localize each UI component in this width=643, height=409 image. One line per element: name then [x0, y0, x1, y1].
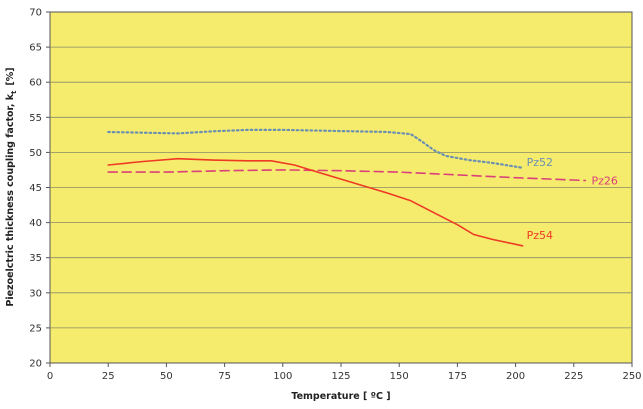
- y-axis-title-subscript: t: [10, 90, 18, 94]
- series-lines: [107, 128, 587, 247]
- y-tick-label: 45: [29, 183, 42, 194]
- series-label-pz26: Pz26: [591, 174, 617, 187]
- y-axis-title: Piezoelctric thickness coupling factor, …: [5, 67, 18, 306]
- x-axis-title: Temperature [ ºC ]: [291, 391, 390, 402]
- y-tick-label: 40: [29, 218, 42, 229]
- y-tick-label: 50: [29, 148, 42, 159]
- x-tick-label: 175: [448, 371, 467, 382]
- series-line-pz26: [107, 169, 587, 182]
- x-tick-label: 225: [564, 371, 583, 382]
- x-tick-label: 250: [622, 371, 641, 382]
- y-axis: 20 25 30 35 40 45 50 55 60 65 70: [29, 8, 50, 370]
- y-tick-label: 65: [29, 43, 42, 54]
- x-tick-label: 150: [390, 371, 409, 382]
- series-label-pz54: Pz54: [527, 229, 553, 242]
- series-line-pz54: [107, 157, 524, 247]
- y-tick-label: 55: [29, 113, 42, 124]
- grid: [50, 46, 632, 329]
- x-axis: 0 25 50 75 100 125 150 175 200 225 250: [47, 363, 642, 382]
- y-tick-label: 20: [29, 359, 42, 370]
- x-tick-label: 125: [331, 371, 350, 382]
- series-labels: Pz52 Pz26 Pz54: [527, 156, 618, 242]
- x-tick-label: 200: [506, 371, 525, 382]
- y-tick-label: 70: [29, 8, 42, 19]
- y-axis-title-main: Piezoelctric thickness coupling factor, …: [5, 93, 16, 306]
- x-tick-label: 100: [273, 371, 292, 382]
- y-tick-label: 30: [29, 288, 42, 299]
- x-tick-label: 25: [102, 371, 115, 382]
- series-label-pz52: Pz52: [527, 156, 553, 169]
- y-tick-label: 60: [29, 78, 42, 89]
- y-axis-title-unit: [%]: [5, 67, 16, 85]
- x-tick-label: 50: [160, 371, 173, 382]
- y-tick-label: 35: [29, 253, 42, 264]
- series-line-pz52: [107, 128, 524, 169]
- y-tick-label: 25: [29, 323, 42, 334]
- x-tick-label: 75: [218, 371, 231, 382]
- x-tick-label: 0: [47, 371, 53, 382]
